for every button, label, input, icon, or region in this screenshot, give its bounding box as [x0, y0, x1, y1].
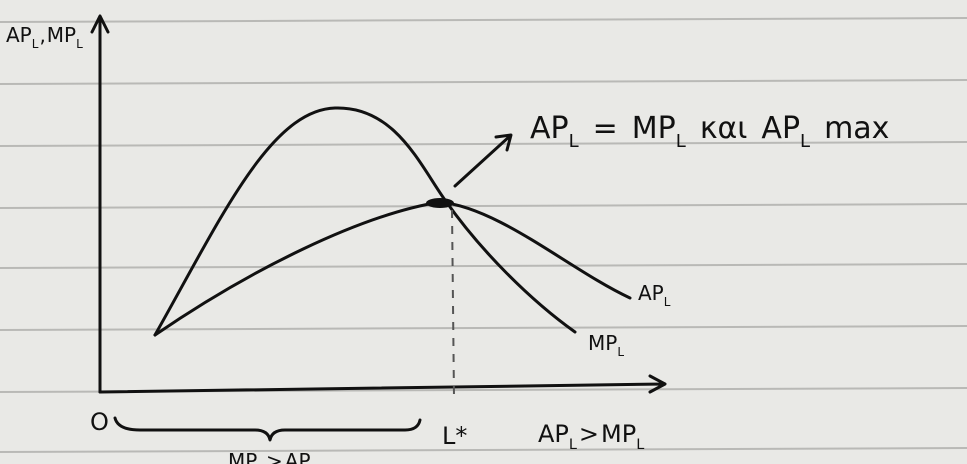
text-part: ,: [39, 23, 45, 47]
text-part: AP: [538, 420, 569, 448]
intersection-point: [426, 198, 454, 208]
y-axis-label: APL,MPL: [6, 23, 83, 51]
text-part: >: [579, 420, 599, 448]
text-part: L: [800, 131, 810, 152]
text-part: MP: [601, 420, 636, 448]
text-part: L: [676, 131, 686, 152]
brace: [115, 418, 420, 440]
text-part: L: [617, 345, 624, 359]
text-part: L: [636, 437, 644, 453]
text-part: AP: [530, 111, 569, 146]
text-part: AP: [638, 281, 664, 305]
text-part: AP: [761, 111, 800, 146]
axes: [92, 16, 665, 392]
text-part: MP: [632, 111, 676, 146]
text-part: MP: [47, 23, 76, 47]
text-part: AP: [285, 449, 311, 464]
text-part: AP: [6, 23, 32, 47]
mp-curve-label: MPL: [588, 331, 624, 359]
y-axis: [92, 16, 108, 392]
l-star-label: L*: [442, 422, 467, 450]
ap-curve-label: APL: [638, 281, 671, 309]
right-region-label: APL>MPL: [538, 420, 644, 453]
text-part: L: [569, 437, 577, 453]
text-part: και: [700, 111, 748, 146]
text-part: L: [32, 37, 39, 51]
origin-label: O: [90, 408, 109, 436]
text-part: MP: [228, 449, 257, 464]
dashed-line: [452, 210, 454, 398]
text-part: =: [593, 111, 618, 146]
diagram: APL,MPL APL=MPLκαιAPLmax APL MPL O L* AP…: [0, 0, 967, 464]
text-part: L: [569, 131, 579, 152]
text-part: max: [824, 111, 889, 146]
text-part: L: [76, 37, 83, 51]
pointer-arrow: [455, 135, 511, 186]
text-part: >: [266, 449, 283, 464]
left-region-label: MPL>APL: [228, 449, 318, 464]
text-part: L: [664, 295, 671, 309]
text-part: MP: [588, 331, 617, 355]
ap-curve: [155, 202, 630, 335]
